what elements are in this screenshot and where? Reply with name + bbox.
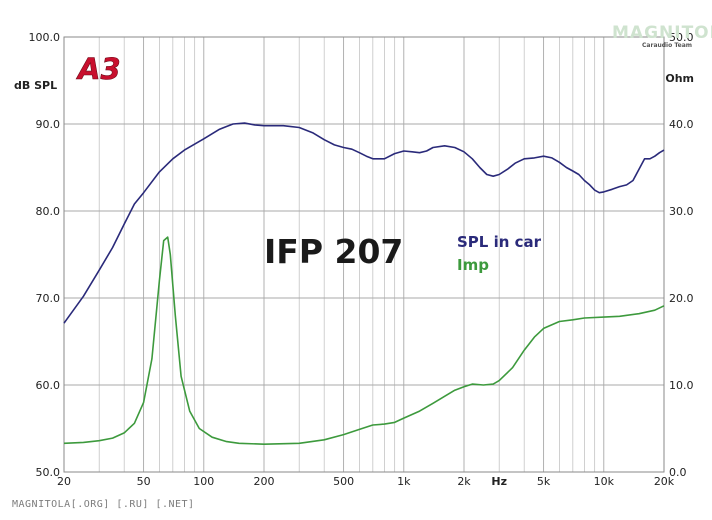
y-axis-left-label: dB SPL — [14, 79, 57, 92]
y-left-tick-label: 90.0 — [36, 118, 61, 131]
y-left-tick-label: 70.0 — [36, 292, 61, 305]
y-right-tick-label: 20.0 — [669, 292, 694, 305]
y-right-tick-label: 50.0 — [669, 31, 694, 44]
y-right-tick-label: 40.0 — [669, 118, 694, 131]
x-tick-label: 100 — [193, 475, 214, 488]
y-right-tick-label: 10.0 — [669, 379, 694, 392]
x-tick-label: 1k — [397, 475, 411, 488]
spl-in-car-line — [63, 122, 665, 324]
minor-gridlines — [98, 37, 596, 472]
footer-text: MAGNITOLA[.ORG] [.RU] [.NET] — [12, 499, 195, 510]
x-axis-ticks: 20 50 100 200 500 1k 2k Hz 5k 10k 20k — [57, 475, 675, 488]
y-axis-left-ticks: 50.0 60.0 70.0 80.0 90.0 100.0 — [29, 31, 61, 479]
x-tick-label: 200 — [254, 475, 275, 488]
x-tick-label: Hz — [491, 475, 507, 488]
y-left-tick-label: 80.0 — [36, 205, 61, 218]
x-tick-label: 20k — [654, 475, 675, 488]
x-tick-label: 10k — [594, 475, 615, 488]
series-layer — [63, 122, 665, 445]
chart-title: IFP 207 — [264, 232, 403, 271]
y-left-tick-label: 60.0 — [36, 379, 61, 392]
y-left-tick-label: 100.0 — [29, 31, 61, 44]
y-left-tick-label: 50.0 — [36, 466, 61, 479]
imp-line — [63, 236, 665, 445]
watermark-subtext: Caraudio Team — [642, 42, 692, 49]
y-right-tick-label: 30.0 — [669, 205, 694, 218]
watermark-logo: MAGNITOLA — [612, 23, 712, 43]
x-tick-label: 20 — [57, 475, 71, 488]
legend-spl-in-car: SPL in car — [457, 233, 542, 251]
legend-imp: Imp — [457, 256, 489, 274]
x-tick-label: 5k — [537, 475, 551, 488]
x-tick-label: 50 — [137, 475, 151, 488]
a3-badge: A3 — [76, 52, 121, 86]
y-axis-right-label: Ohm — [665, 72, 694, 85]
x-tick-label: 500 — [333, 475, 354, 488]
y-right-tick-label: 0.0 — [669, 466, 687, 479]
y-axis-right-ticks: 0.0 10.0 20.0 30.0 40.0 50.0 — [669, 31, 694, 479]
x-tick-label: 2k — [457, 475, 471, 488]
plot-frame — [63, 36, 665, 473]
